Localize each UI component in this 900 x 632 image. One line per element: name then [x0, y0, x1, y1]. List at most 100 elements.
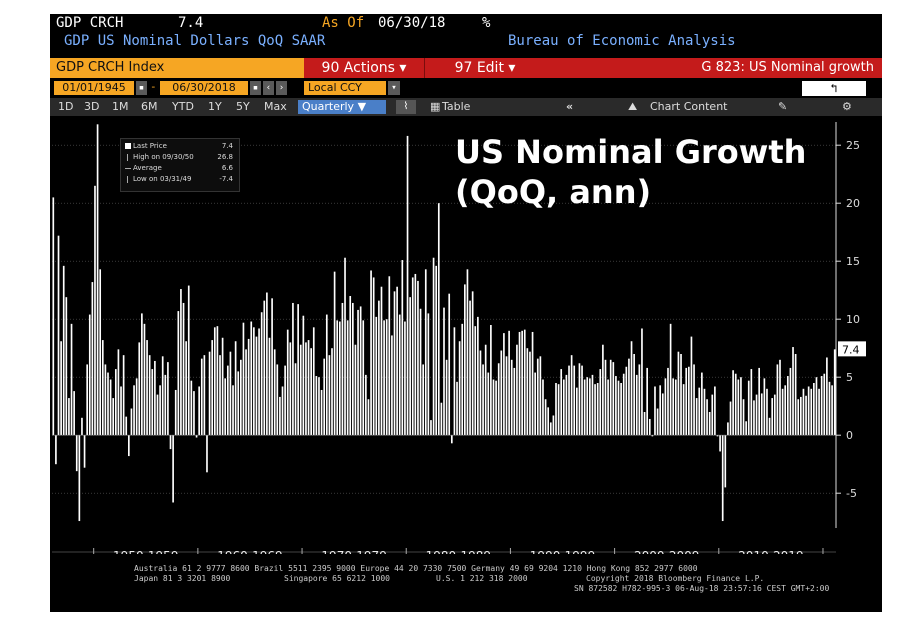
bar: [828, 381, 831, 436]
bar: [167, 362, 169, 436]
bar: [664, 378, 667, 436]
bar: [747, 380, 750, 436]
header-line-2: GDP US Nominal Dollars QoQ SAAR Bureau o…: [50, 32, 882, 50]
bar: [615, 376, 617, 436]
bar: [711, 394, 714, 436]
asof-date: 06/30/18: [378, 15, 446, 31]
bar: [719, 435, 721, 452]
bar: [456, 381, 458, 436]
bar: [365, 374, 367, 436]
period-3d[interactable]: 3D: [84, 100, 100, 113]
bar: [242, 322, 245, 436]
bar: [693, 364, 695, 436]
period-ytd[interactable]: YTD: [172, 100, 194, 113]
footer-singapore: Singapore 65 6212 1000: [284, 574, 390, 583]
calendar-icon[interactable]: ▪: [136, 81, 147, 95]
chevron-down-icon[interactable]: ▾: [388, 81, 400, 95]
bar: [352, 302, 354, 436]
currency-select[interactable]: Local CCY: [304, 81, 386, 95]
bar: [797, 399, 800, 436]
bar: [253, 327, 255, 436]
bar: [562, 379, 565, 436]
bar: [362, 320, 365, 436]
bar: [638, 364, 641, 436]
y-tick-label: 5: [846, 371, 853, 384]
edit-chart-icon[interactable]: ✎: [778, 100, 788, 113]
bar: [641, 328, 643, 436]
bar: [60, 341, 62, 436]
settings-gear-icon[interactable]: ⚙: [842, 100, 852, 113]
bar: [81, 417, 83, 436]
bar: [768, 417, 771, 436]
bar: [737, 379, 740, 436]
bar: [578, 363, 581, 436]
bar: [516, 344, 518, 436]
back-arrow-icon[interactable]: ↰: [802, 81, 866, 96]
bar: [570, 355, 573, 436]
x-tick-label: 1960-1969: [217, 549, 282, 554]
bar: [745, 421, 747, 436]
bar: [576, 387, 578, 436]
bar: [219, 355, 221, 436]
period-5y[interactable]: 5Y: [236, 100, 250, 113]
end-date-field[interactable]: 06/30/2018: [160, 81, 248, 95]
x-tick-label: 2000-2009: [634, 549, 699, 554]
bar: [552, 415, 555, 436]
bar: [437, 203, 440, 436]
chart-content-icon[interactable]: ⛰: [628, 100, 638, 113]
bar: [510, 359, 513, 436]
table-icon[interactable]: ▦: [430, 100, 441, 113]
bar: [820, 376, 823, 436]
prev-period-icon[interactable]: ‹: [263, 81, 274, 95]
period-1d[interactable]: 1D: [58, 100, 74, 113]
chart-content-button[interactable]: Chart Content: [650, 100, 728, 113]
bar: [508, 330, 510, 436]
period-max[interactable]: Max: [264, 100, 287, 113]
bar: [117, 349, 120, 436]
collapse-icon[interactable]: «: [566, 100, 574, 113]
bar: [521, 330, 523, 436]
period-1y[interactable]: 1Y: [208, 100, 222, 113]
data-source: Bureau of Economic Analysis: [508, 33, 736, 49]
next-period-icon[interactable]: ›: [276, 81, 287, 95]
y-tick-label: 15: [846, 255, 860, 268]
command-bar-spacer: [544, 58, 650, 78]
footer-session: SN 872582 H782-995-3 06-Aug-18 23:57:16 …: [574, 584, 830, 593]
bar: [99, 269, 102, 436]
frequency-select[interactable]: Quarterly ▼: [298, 100, 386, 114]
bar: [695, 398, 698, 436]
date-bar: 01/01/1945 ▪ - 06/30/2018 ▪ ‹ › Local CC…: [50, 80, 882, 96]
legend-marker-icon: [125, 143, 131, 149]
bar: [338, 321, 341, 436]
bar: [247, 338, 250, 436]
bar: [818, 388, 820, 436]
edit-menu[interactable]: 97 Edit ▾: [424, 58, 545, 78]
bar: [786, 376, 789, 436]
bar: [266, 292, 268, 436]
last-value-label: 7.4: [842, 343, 860, 356]
period-1m[interactable]: 1M: [112, 100, 129, 113]
overlay-title-line-1: US Nominal Growth: [455, 133, 807, 171]
bar: [643, 412, 646, 436]
bar: [245, 349, 247, 436]
bar: [325, 314, 328, 436]
bar: [237, 371, 240, 436]
bar: [286, 329, 289, 436]
security-field[interactable]: GDP CRCH Index: [50, 58, 304, 78]
bar: [669, 323, 672, 436]
bar: [513, 367, 516, 436]
legend-last-price: Last Price 7.4: [125, 142, 235, 151]
actions-menu[interactable]: 90 Actions ▾: [304, 58, 424, 78]
calendar-icon[interactable]: ▪: [250, 81, 261, 95]
start-date-field[interactable]: 01/01/1945: [54, 81, 134, 95]
period-6m[interactable]: 6M: [141, 100, 158, 113]
line-chart-icon[interactable]: ⌇: [396, 100, 416, 114]
average-marker-icon: [125, 168, 131, 169]
bar: [83, 435, 86, 468]
bar: [388, 276, 391, 436]
bar: [779, 359, 781, 436]
ticker-code: GDP CRCH: [56, 15, 124, 31]
table-button[interactable]: Table: [442, 100, 471, 113]
bar: [94, 185, 96, 436]
bar: [383, 320, 385, 436]
